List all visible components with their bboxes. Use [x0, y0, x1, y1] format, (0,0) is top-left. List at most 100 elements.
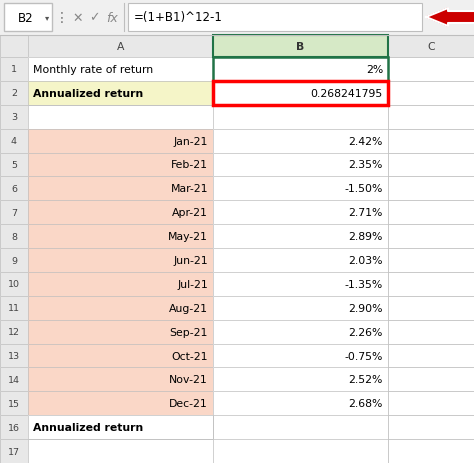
Bar [0, 272, 28, 296]
Bar [213, 344, 388, 368]
Bar [0, 58, 28, 81]
Bar [0, 272, 28, 296]
Text: 2.89%: 2.89% [348, 232, 383, 242]
Bar [28, 81, 213, 106]
Bar [28, 249, 213, 272]
Bar [4, 4, 52, 32]
Bar [0, 320, 28, 344]
Text: Annualized return: Annualized return [33, 422, 143, 432]
Text: 16: 16 [8, 423, 20, 432]
Text: B: B [296, 42, 305, 52]
Text: 2.35%: 2.35% [348, 160, 383, 170]
Text: 12: 12 [8, 327, 20, 337]
Bar [388, 296, 474, 320]
Bar [213, 320, 388, 344]
Text: 5: 5 [11, 161, 17, 169]
Bar [28, 81, 213, 106]
Bar [28, 415, 213, 439]
Bar [388, 320, 474, 344]
Text: 0.268241795: 0.268241795 [311, 88, 383, 99]
Text: Jun-21: Jun-21 [173, 256, 208, 265]
Bar [28, 320, 213, 344]
Text: Aug-21: Aug-21 [169, 303, 208, 313]
Bar [28, 368, 213, 392]
Text: Oct-21: Oct-21 [172, 351, 208, 361]
Text: 1: 1 [11, 65, 17, 74]
Bar [213, 296, 388, 320]
Text: 10: 10 [8, 280, 20, 289]
Text: 2: 2 [11, 89, 17, 98]
Bar [213, 272, 388, 296]
Bar [388, 201, 474, 225]
Bar [28, 58, 213, 81]
Bar [0, 58, 28, 81]
Bar [388, 392, 474, 415]
Text: Annualized return: Annualized return [33, 88, 143, 99]
Bar [28, 81, 213, 106]
Bar [28, 415, 213, 439]
Bar [28, 106, 213, 129]
Bar [0, 249, 28, 272]
Text: Apr-21: Apr-21 [172, 208, 208, 218]
Bar [213, 81, 388, 106]
Text: 14: 14 [8, 375, 20, 384]
Text: 17: 17 [8, 447, 20, 456]
Bar [28, 129, 213, 153]
Text: Dec-21: Dec-21 [169, 399, 208, 408]
Text: 9: 9 [11, 256, 17, 265]
Bar [28, 392, 213, 415]
Text: Jul-21: Jul-21 [177, 279, 208, 289]
Text: =(1+B1)^12-1: =(1+B1)^12-1 [134, 12, 223, 25]
Bar [28, 415, 213, 439]
Bar [28, 129, 213, 153]
Text: Annualized return: Annualized return [33, 88, 143, 99]
Text: Monthly rate of return: Monthly rate of return [33, 65, 153, 75]
Bar [0, 296, 28, 320]
Bar [0, 201, 28, 225]
Bar [28, 177, 213, 201]
Bar [0, 368, 28, 392]
Bar [213, 439, 388, 463]
Bar [213, 415, 388, 439]
Bar [28, 106, 213, 129]
Bar [388, 129, 474, 153]
Bar [28, 153, 213, 177]
Bar [28, 225, 213, 249]
Bar [0, 106, 28, 129]
Bar [213, 368, 388, 392]
Bar [213, 249, 388, 272]
Text: Sep-21: Sep-21 [170, 327, 208, 337]
Bar [213, 296, 388, 320]
Bar [388, 439, 474, 463]
Bar [28, 177, 213, 201]
Bar [0, 177, 28, 201]
Bar [213, 129, 388, 153]
Bar [213, 320, 388, 344]
Bar [0, 225, 28, 249]
Bar [388, 36, 474, 58]
Bar [213, 106, 388, 129]
Text: Annualized return: Annualized return [33, 422, 143, 432]
Text: 7: 7 [11, 208, 17, 217]
Text: C: C [427, 42, 435, 52]
Text: 2.03%: 2.03% [348, 256, 383, 265]
Bar [213, 249, 388, 272]
Bar [213, 392, 388, 415]
Bar [28, 201, 213, 225]
Bar [213, 272, 388, 296]
Bar [0, 153, 28, 177]
Text: B: B [297, 42, 304, 52]
Text: 2%: 2% [366, 65, 383, 75]
Bar [388, 36, 474, 58]
Bar [213, 58, 388, 81]
Bar [0, 392, 28, 415]
Bar [213, 439, 388, 463]
Text: Nov-21: Nov-21 [169, 375, 208, 385]
Text: 6: 6 [11, 184, 17, 194]
Bar [28, 415, 213, 439]
Bar [388, 272, 474, 296]
Bar [0, 153, 28, 177]
Bar [0, 320, 28, 344]
Text: 13: 13 [8, 351, 20, 360]
Bar [28, 344, 213, 368]
